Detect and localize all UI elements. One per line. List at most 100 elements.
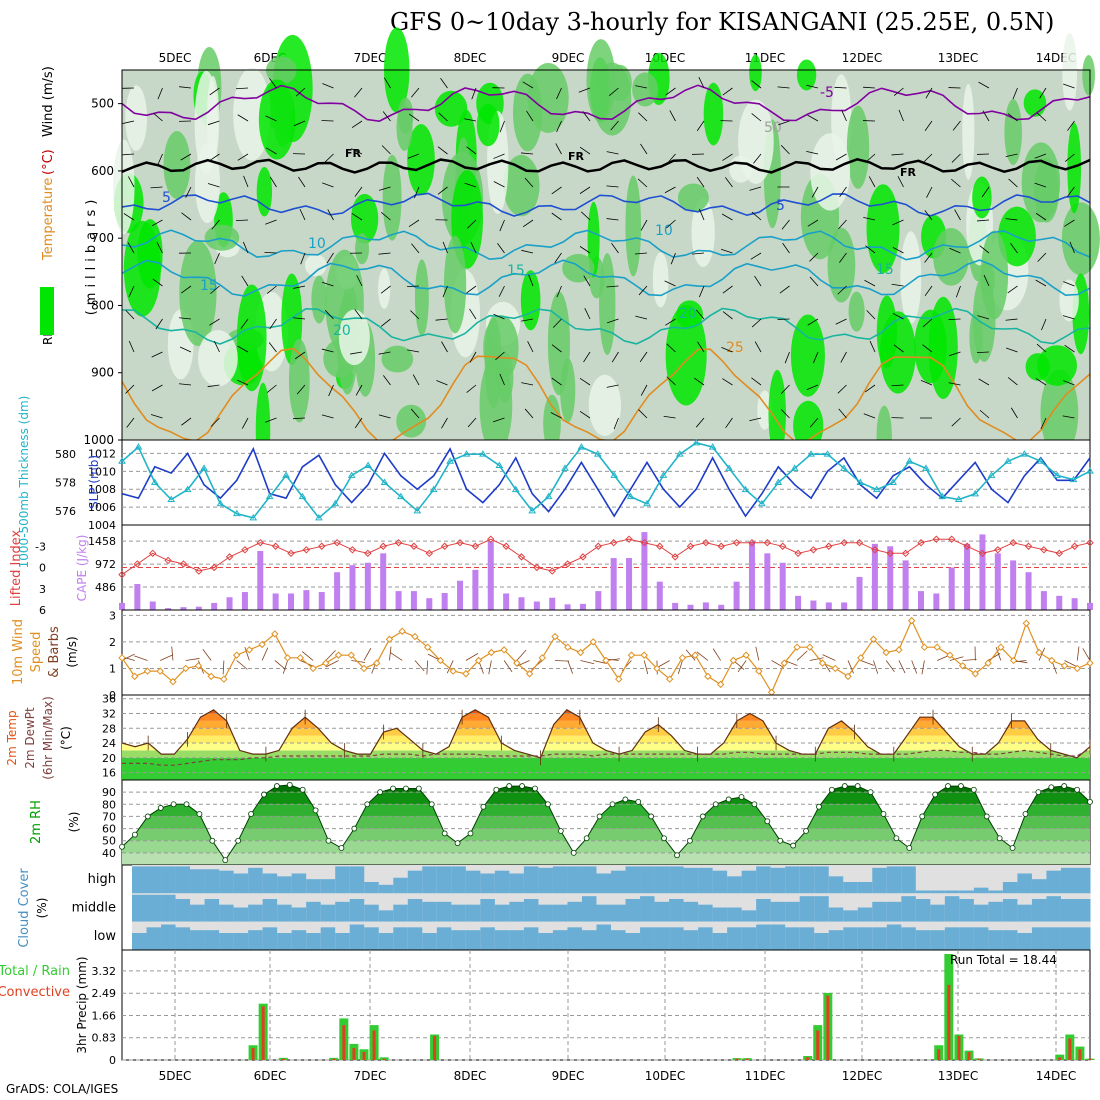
wind-barb [638, 112, 648, 122]
cloud-cell [872, 867, 888, 894]
ylabel-millibars: (millibars) [84, 195, 99, 316]
li-marker [471, 542, 480, 550]
wind-barb-10m [198, 660, 204, 674]
wind-barb [442, 241, 448, 254]
wind-marker [1060, 662, 1069, 670]
x-tick-label-bottom: 14DEC [1036, 1069, 1076, 1083]
rh-contour-patch [599, 253, 616, 356]
wind-barb [555, 143, 562, 155]
rh-contour-patch [703, 82, 724, 146]
wind-marker [296, 654, 305, 662]
li-marker [179, 560, 188, 568]
y-tick-label: 32 [102, 707, 116, 720]
thickness-marker [1020, 450, 1029, 457]
wind-barb [579, 246, 591, 254]
rh-marker [1022, 811, 1029, 817]
cloud-cell [190, 930, 206, 950]
wind-barb-10m [555, 660, 570, 662]
wind-marker [691, 651, 699, 659]
rh-contour-patch [652, 252, 669, 308]
wind-barb [722, 378, 733, 386]
cape-bar [134, 584, 141, 610]
cloud-cell [654, 927, 670, 950]
cloud-cell [407, 870, 423, 894]
wind-barb [181, 285, 192, 294]
li-marker [640, 539, 649, 547]
wind-barb [1040, 417, 1047, 430]
cloud-cell [857, 927, 873, 950]
y-tick-label-left: 576 [55, 505, 76, 518]
thickness-marker [1004, 457, 1012, 464]
wind-barb-10m [446, 660, 454, 674]
rh-contour-patch [562, 253, 595, 283]
ylabel-rh2m: 2m RH [29, 800, 44, 844]
wind-barb [524, 408, 534, 419]
rh-marker [983, 813, 990, 820]
ylabel-wind-barbs: & Barbs [47, 626, 62, 678]
precip-convective-bar [433, 1035, 437, 1060]
wind-barb-10m [351, 660, 366, 663]
wind-barb [209, 87, 220, 96]
rh-contour-patch [113, 139, 135, 235]
wind-barb [410, 408, 420, 419]
precip-convective-bar [332, 1058, 336, 1060]
cloud-cell [204, 869, 220, 894]
cloud-cell [219, 904, 235, 922]
wind-barb-10m [1076, 646, 1080, 661]
wind-barb [328, 384, 334, 397]
ylabel-group: 1000-500mb Thickness (dm) [17, 396, 31, 569]
wind-barb [635, 252, 648, 255]
wind-barb-10m [755, 646, 760, 661]
rh-marker [958, 783, 964, 789]
wind-barb [955, 285, 961, 298]
ylabel-group: (%) [35, 898, 49, 919]
rh-contour-patch [258, 79, 296, 160]
li-marker [748, 539, 756, 547]
wind-barb [640, 219, 648, 231]
rh-marker [261, 791, 267, 798]
wind-barb [864, 384, 876, 393]
cape-bar [856, 576, 863, 610]
wind-barb [777, 86, 790, 89]
cloud-cell [248, 904, 264, 922]
y-tick-label-left: 580 [55, 448, 76, 461]
wind-barb [237, 114, 249, 122]
cloud-cell [669, 866, 685, 894]
wind-barb-10m [325, 660, 339, 668]
cloud-cell [944, 927, 960, 950]
wind-barb-10m [134, 655, 148, 661]
cloud-cell [596, 904, 612, 922]
wind-barb [1036, 112, 1047, 122]
wind-barb [556, 120, 562, 133]
wind-barb [865, 153, 876, 163]
wind-barb [696, 120, 705, 132]
wind-barb [892, 219, 904, 226]
wind-barb [807, 114, 819, 122]
wind-marker [131, 672, 139, 681]
cape-bar [964, 543, 971, 610]
wind-barb [554, 252, 562, 264]
wind-barb [493, 181, 505, 188]
ylabel-temp2m: (6hr Min/Max) [41, 696, 55, 780]
cloud-cell-bg [988, 865, 1004, 894]
li-marker [901, 549, 910, 558]
rh-marker [661, 835, 667, 842]
rh-band [122, 840, 1090, 853]
wind-marker [373, 659, 381, 667]
cape-bar [579, 603, 586, 610]
wind-barb [954, 209, 961, 221]
x-tick-label-bottom: 8DEC [454, 1069, 487, 1083]
cloud-cell [132, 866, 148, 894]
cloud-cell [306, 901, 322, 922]
wind-barb [1035, 378, 1047, 386]
thickness-marker [429, 485, 438, 493]
wind-barb-10m [712, 648, 721, 661]
wind-barb [1062, 415, 1075, 419]
cloud-cell [349, 924, 365, 950]
cloud-cell [277, 904, 293, 922]
rh-marker [699, 813, 706, 820]
wind-barb [521, 318, 534, 322]
wind-barb [1041, 318, 1047, 331]
thickness-marker [1053, 471, 1062, 478]
cape-bar [288, 593, 295, 610]
